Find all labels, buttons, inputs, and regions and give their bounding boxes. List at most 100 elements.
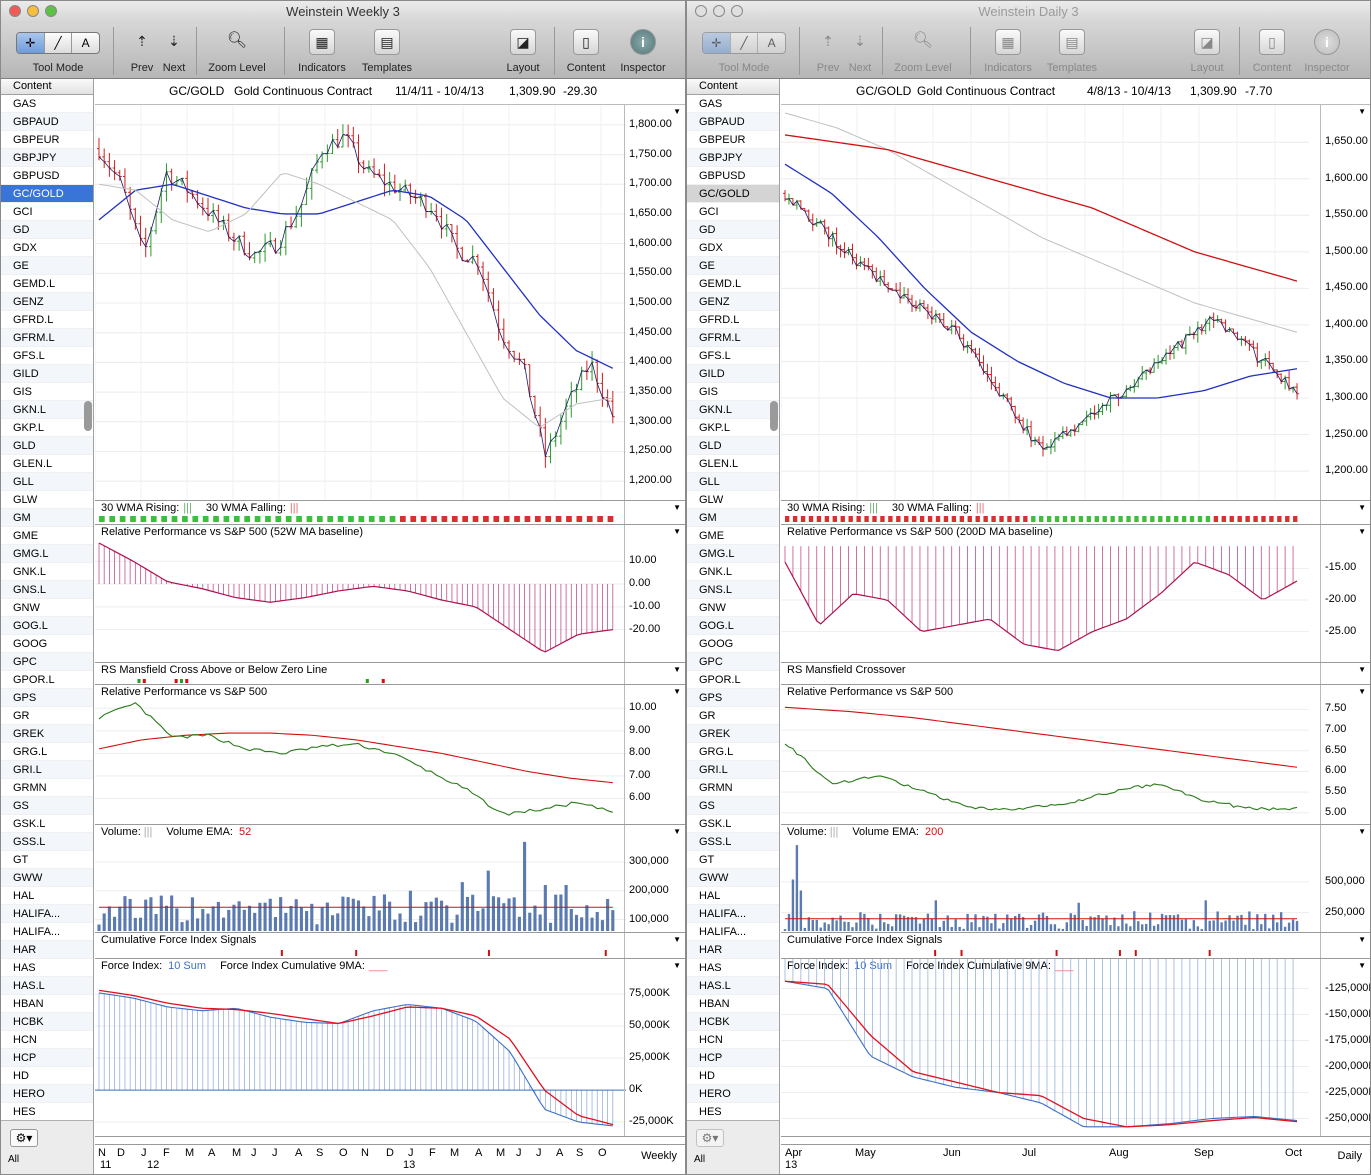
symbol-list-item[interactable]: HALIFA... (1, 905, 93, 923)
symbol-list-item[interactable]: GCI (687, 203, 779, 221)
symbol-list-item[interactable]: GFRM.L (1, 329, 93, 347)
symbol-list-item[interactable]: GPS (687, 689, 779, 707)
symbol-list-item[interactable]: GR (687, 707, 779, 725)
symbol-list-item[interactable]: GILD (1, 365, 93, 383)
layout-button[interactable]: ◪ Layout (501, 23, 545, 79)
zoom-level-button[interactable]: 🔍︎ Zoom Level (890, 23, 956, 79)
symbol-list-item[interactable]: GM (1, 509, 93, 527)
symbol-list-item[interactable]: GILD (687, 365, 779, 383)
symbol-list-item[interactable]: GNK.L (1, 563, 93, 581)
symbol-list-item[interactable]: HD (687, 1067, 779, 1085)
symbol-list-item[interactable]: HAR (1, 941, 93, 959)
sidebar-scrollbar[interactable] (770, 401, 778, 431)
symbol-list-item[interactable]: GREK (687, 725, 779, 743)
panel-menu-arrow[interactable]: ▼ (673, 107, 681, 116)
symbol-list-item[interactable]: GENZ (687, 293, 779, 311)
panel-menu-arrow[interactable]: ▼ (1358, 961, 1366, 970)
symbol-list-item[interactable]: GNS.L (1, 581, 93, 599)
symbol-list-item[interactable]: GBPAUD (1, 113, 93, 131)
panel-menu-arrow[interactable]: ▼ (673, 503, 681, 512)
symbol-list-item[interactable]: GCI (1, 203, 93, 221)
symbol-list-item[interactable]: GLW (1, 491, 93, 509)
panel-menu-arrow[interactable]: ▼ (1358, 935, 1366, 944)
indicators-button[interactable]: ▦ Indicators (291, 23, 353, 79)
symbol-list-item[interactable]: GBPEUR (687, 131, 779, 149)
symbol-list-item[interactable]: GFRM.L (687, 329, 779, 347)
symbol-list-item[interactable]: HALIFA... (687, 923, 779, 941)
symbol-list-item[interactable]: GLEN.L (687, 455, 779, 473)
symbol-list-item[interactable]: GDX (687, 239, 779, 257)
symbol-list-item[interactable]: GC/GOLD (687, 185, 779, 203)
symbol-list-item[interactable]: GOOG (687, 635, 779, 653)
symbol-list-item[interactable]: GFS.L (687, 347, 779, 365)
symbol-list-item[interactable]: HCP (1, 1049, 93, 1067)
tool-mode-segmented-control[interactable]: ✛ ╱ A (702, 32, 786, 54)
symbol-list-item[interactable]: GS (1, 797, 93, 815)
prev-button[interactable]: ⇡ Prev (125, 23, 159, 79)
symbol-list-item[interactable]: HALIFA... (687, 905, 779, 923)
symbol-list-item[interactable]: GLEN.L (1, 455, 93, 473)
symbol-list-item[interactable]: GLD (687, 437, 779, 455)
symbol-list-item[interactable]: GBPJPY (687, 149, 779, 167)
symbol-list-item[interactable]: GE (687, 257, 779, 275)
symbol-list-item[interactable]: GFRD.L (1, 311, 93, 329)
next-button[interactable]: ⇣ Next (843, 23, 877, 79)
symbol-list-item[interactable]: HBAN (1, 995, 93, 1013)
window-titlebar[interactable]: Weinstein Weekly 3 (1, 1, 685, 23)
symbol-list-item[interactable]: GMG.L (687, 545, 779, 563)
symbol-list-item[interactable]: HAR (687, 941, 779, 959)
symbol-list-item[interactable]: GREK (1, 725, 93, 743)
panel-menu-arrow[interactable]: ▼ (673, 527, 681, 536)
next-button[interactable]: ⇣ Next (157, 23, 191, 79)
indicators-button[interactable]: ▦ Indicators (977, 23, 1039, 79)
symbol-list-item[interactable]: HAS (687, 959, 779, 977)
zoom-level-button[interactable]: 🔍︎ Zoom Level (204, 23, 270, 79)
symbol-list-item[interactable]: GT (1, 851, 93, 869)
gear-icon[interactable]: ⚙▾ (696, 1129, 724, 1147)
symbol-list-item[interactable]: HERO (687, 1085, 779, 1103)
symbol-list-item[interactable]: GWW (687, 869, 779, 887)
line-tool-icon[interactable]: ╱ (45, 33, 73, 53)
symbol-list-item[interactable]: HCBK (687, 1013, 779, 1031)
symbol-list-item[interactable]: GKP.L (687, 419, 779, 437)
symbol-list-item[interactable]: GPC (687, 653, 779, 671)
window-titlebar[interactable]: Weinstein Daily 3 (687, 1, 1370, 23)
symbol-list-item[interactable]: GNK.L (687, 563, 779, 581)
symbol-list-item[interactable]: HES (687, 1103, 779, 1120)
panel-menu-arrow[interactable]: ▼ (673, 827, 681, 836)
symbol-list-item[interactable]: GNW (1, 599, 93, 617)
symbol-list-item[interactable]: GPC (1, 653, 93, 671)
symbol-list-item[interactable]: GME (687, 527, 779, 545)
symbol-list-item[interactable]: GPOR.L (687, 671, 779, 689)
symbol-list-item[interactable]: GEMD.L (1, 275, 93, 293)
symbol-list-item[interactable]: GSK.L (687, 815, 779, 833)
symbol-list-item[interactable]: GKN.L (687, 401, 779, 419)
symbol-list-item[interactable]: HCBK (1, 1013, 93, 1031)
crosshair-tool-icon[interactable]: ✛ (703, 33, 731, 53)
symbol-list-item[interactable]: GRMN (1, 779, 93, 797)
symbol-list-item[interactable]: GKP.L (1, 419, 93, 437)
symbol-list-item[interactable]: GBPUSD (1, 167, 93, 185)
symbol-list-item[interactable]: GFS.L (1, 347, 93, 365)
panel-menu-arrow[interactable]: ▼ (1358, 527, 1366, 536)
all-filter[interactable]: All (694, 1154, 706, 1165)
symbol-list-item[interactable]: GBPAUD (687, 113, 779, 131)
symbol-list-item[interactable]: GAS (1, 95, 93, 113)
panel-menu-arrow[interactable]: ▼ (1358, 827, 1366, 836)
templates-button[interactable]: ▤ Templates (357, 23, 417, 79)
symbol-list-item[interactable]: GRI.L (687, 761, 779, 779)
panel-menu-arrow[interactable]: ▼ (673, 665, 681, 674)
symbol-list-item[interactable]: HAS.L (687, 977, 779, 995)
minimize-window-button[interactable] (27, 5, 39, 17)
symbol-list-item[interactable]: HERO (1, 1085, 93, 1103)
zoom-window-button[interactable] (45, 5, 57, 17)
symbol-list-item[interactable]: HD (1, 1067, 93, 1085)
symbol-list-item[interactable]: GIS (1, 383, 93, 401)
text-tool-icon[interactable]: A (81, 36, 90, 50)
symbol-list-item[interactable]: GSS.L (1, 833, 93, 851)
sidebar-scrollbar[interactable] (84, 401, 92, 431)
symbol-list-item[interactable]: GNW (687, 599, 779, 617)
symbol-list-item[interactable]: GM (687, 509, 779, 527)
symbol-list-item[interactable]: GWW (1, 869, 93, 887)
content-button[interactable]: ▯ Content (1249, 23, 1295, 79)
